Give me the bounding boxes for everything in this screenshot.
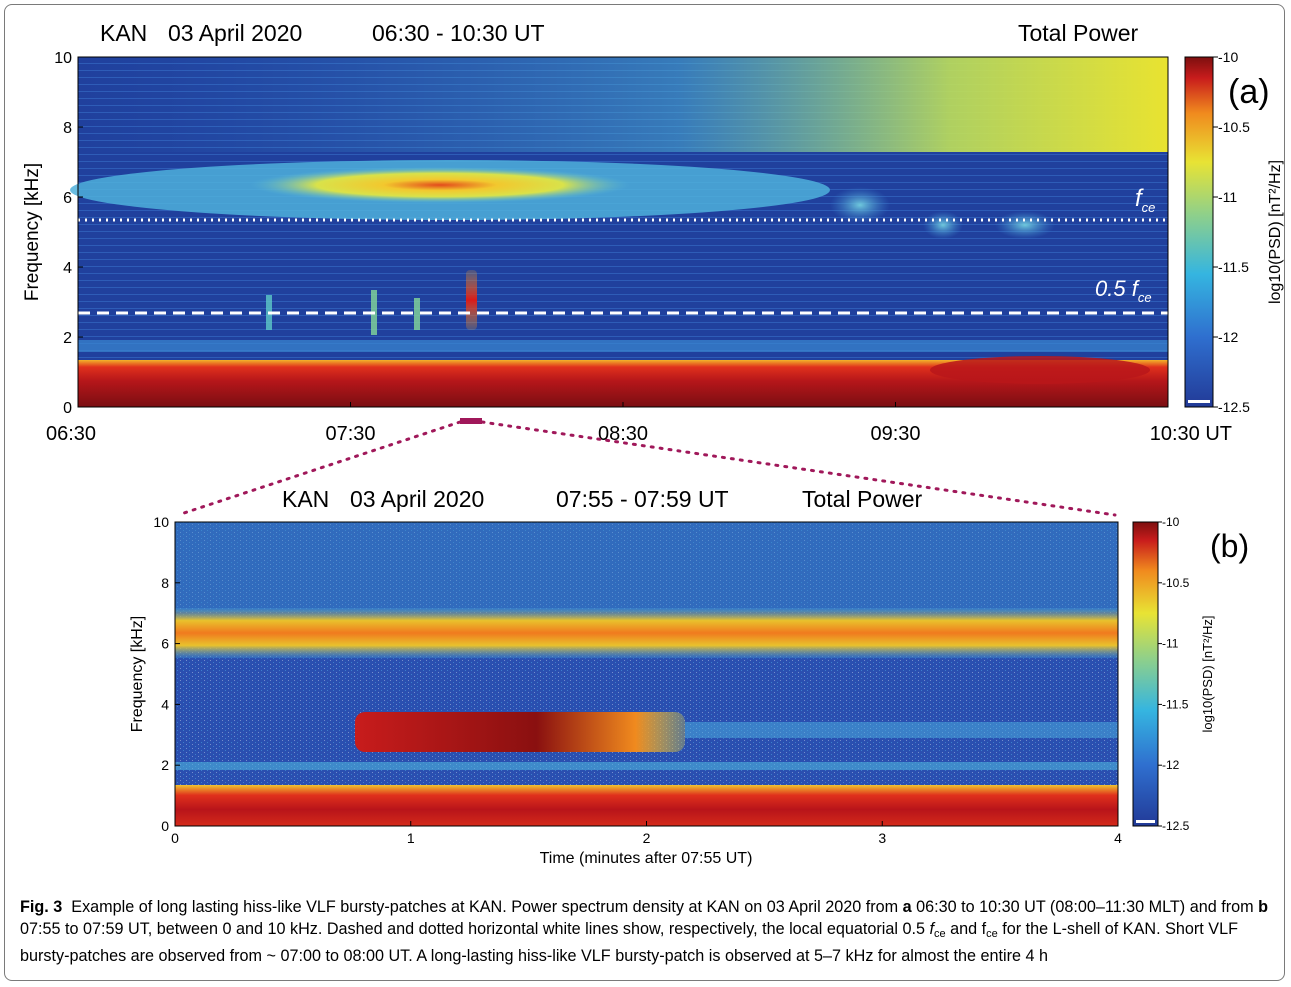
panel-b-ytick-label: 6 — [161, 636, 169, 652]
caption-bold-a: a — [902, 898, 912, 916]
panel-b-colorbar — [1132, 521, 1159, 827]
panel-b-title-time: 07:55 - 07:59 UT — [556, 486, 729, 512]
panel-b-ytick-label: 2 — [161, 757, 169, 773]
panel-a-title-right: Total Power — [1018, 20, 1139, 46]
panel-a-xtick-label: 08:30 — [598, 423, 648, 445]
caption-seg3: 07:55 to 07:59 UT, between 0 and 10 kHz.… — [20, 920, 925, 938]
panel-b-title-right: Total Power — [802, 486, 923, 512]
panel-a: 0 2 4 6 8 10 06:30 07:30 08:30 09:30 10:30 UT Fre… — [22, 49, 1284, 445]
panel-b-label: (b) — [1210, 528, 1249, 564]
panel-a-ytick-label: 0 — [63, 400, 72, 417]
figure-caption: Fig. 3 Example of long lasting hiss-like… — [20, 896, 1270, 967]
panel-b-low-band — [175, 785, 1118, 826]
panel-b-colorbar-white-tick — [1136, 820, 1155, 823]
panel-b-colorbar-tick-label: -11 — [1162, 637, 1179, 651]
panel-a-xtick-label: 09:30 — [870, 423, 920, 445]
panel-b-title-station: KAN — [282, 486, 330, 512]
panel-b: 0 2 4 6 8 10 0 1 2 3 4 Frequency [kHz] Time (minu… — [129, 514, 1249, 867]
panel-a-label: (a) — [1228, 73, 1270, 111]
panel-a-upper-yellow — [78, 57, 1168, 152]
caption-seg4: and f — [950, 920, 987, 938]
panel-b-ylabel: Frequency [kHz] — [129, 616, 146, 732]
panel-b-colorbar-tick-label: -11.5 — [1162, 697, 1189, 711]
panel-b-ytick-label: 8 — [161, 575, 169, 591]
panel-b-xtick-label: 2 — [643, 830, 651, 846]
panel-b-colorbar-tick-label: -10.5 — [1162, 576, 1190, 590]
panel-a-xtick-label: 07:30 — [325, 423, 375, 445]
panel-b-ytick-label: 10 — [153, 514, 169, 530]
panel-a-colorbar-ticks: -10 -10.5 -11 -11.5 -12 -12.5 — [1213, 49, 1250, 415]
panel-a-burst-3 — [414, 298, 420, 330]
panel-b-hiss-band — [175, 608, 1118, 658]
caption-seg2: 06:30 to 10:30 UT (08:00–11:30 MLT) and … — [916, 898, 1254, 916]
caption-seg1: Example of long lasting hiss-like VLF bu… — [71, 898, 899, 916]
panel-a-blob-1 — [830, 187, 890, 223]
panel-b-patch — [355, 712, 685, 752]
fce-label: fce — [1135, 185, 1155, 215]
panel-a-title-time: 06:30 - 10:30 UT — [372, 20, 545, 46]
panel-b-title-date: 03 April 2020 — [350, 486, 485, 512]
panel-a-xtick-label: 06:30 — [46, 423, 96, 445]
panel-b-xtick-label: 1 — [407, 830, 415, 846]
panel-a-hiss-core — [250, 167, 630, 203]
zoom-interval-marker — [460, 418, 482, 424]
panel-b-upper-haze — [175, 522, 1118, 612]
panel-a-colorbar-tick-label: -11.5 — [1218, 259, 1249, 275]
panel-b-colorbar-tick-label: -12 — [1162, 758, 1180, 772]
half-fce-label: 0.5 fce — [1095, 276, 1152, 305]
panel-a-xaxis: 06:30 07:30 08:30 09:30 10:30 UT — [46, 402, 1232, 445]
panel-a-colorbar-tick-label: -12.5 — [1218, 399, 1250, 415]
panel-a-blob-3 — [995, 211, 1055, 239]
panel-b-colorbar-tick-label: -10 — [1162, 515, 1180, 529]
panel-b-mid-band — [175, 762, 1118, 770]
caption-bold-b: b — [1258, 898, 1268, 916]
panel-b-xtick-label: 3 — [878, 830, 886, 846]
panel-a-colorbar-white-tick — [1188, 400, 1210, 403]
panel-b-yaxis: 0 2 4 6 8 10 — [153, 514, 180, 834]
panel-b-ytick-label: 4 — [161, 696, 169, 712]
figure-label: Fig. 3 — [20, 898, 63, 916]
panel-a-title-station: KAN — [100, 20, 148, 46]
caption-fce-sub2: ce — [986, 928, 998, 940]
panel-a-title-date: 03 April 2020 — [168, 20, 303, 46]
caption-fce-f: f — [929, 920, 934, 938]
panel-b-colorbar-ticks: -10 -10.5 -11 -11.5 -12 -12.5 — [1158, 515, 1190, 833]
panel-b-patch-tail — [685, 722, 1118, 738]
panel-b-xtick-label: 0 — [171, 830, 179, 846]
panel-a-colorbar-tick-label: -11 — [1218, 189, 1237, 205]
panel-a-mid-band — [78, 340, 1168, 352]
caption-seg5: for the L-shell of KAN. Short VLF bursty… — [20, 920, 1238, 965]
panel-a-ytick-label: 4 — [63, 260, 72, 277]
panel-a-xtick-label: 10:30 UT — [1150, 423, 1232, 445]
panel-a-ytick-label: 10 — [54, 50, 72, 67]
panel-a-colorbar-tick-label: -10 — [1218, 49, 1238, 65]
panel-b-speckle — [175, 522, 1118, 826]
zoom-connector-right — [480, 420, 1117, 517]
figure-frame — [4, 4, 1285, 981]
panel-b-colorbar-tick-label: -12.5 — [1162, 819, 1190, 833]
panel-a-ylabel: Frequency [kHz] — [22, 163, 43, 301]
panel-a-ytick-label: 2 — [63, 330, 72, 347]
panel-b-xlabel: Time (minutes after 07:55 UT) — [540, 850, 753, 867]
panel-a-yaxis: 0 2 4 6 8 10 — [54, 50, 83, 417]
panel-b-xtick-label: 4 — [1114, 830, 1122, 846]
panel-a-colorbar-tick-label: -10.5 — [1218, 119, 1250, 135]
panel-b-xaxis: 0 1 2 3 4 — [171, 821, 1122, 846]
panel-a-ytick-label: 6 — [63, 190, 72, 207]
panel-a-colorbar-label: log10(PSD) [nT²/Hz] — [1267, 160, 1284, 304]
panel-b-ytick-label: 0 — [161, 818, 169, 834]
panel-a-burst-main — [466, 270, 477, 330]
panel-a-colorbar — [1184, 56, 1214, 408]
panel-b-colorbar-label: log10(PSD) [nT²/Hz] — [1200, 615, 1215, 732]
panel-a-ytick-label: 8 — [63, 120, 72, 137]
panel-a-blob-2 — [923, 211, 963, 239]
caption-fce-sub: ce — [933, 928, 946, 940]
panel-a-colorbar-tick-label: -12 — [1218, 329, 1238, 345]
panel-a-low-bulge — [930, 356, 1150, 384]
